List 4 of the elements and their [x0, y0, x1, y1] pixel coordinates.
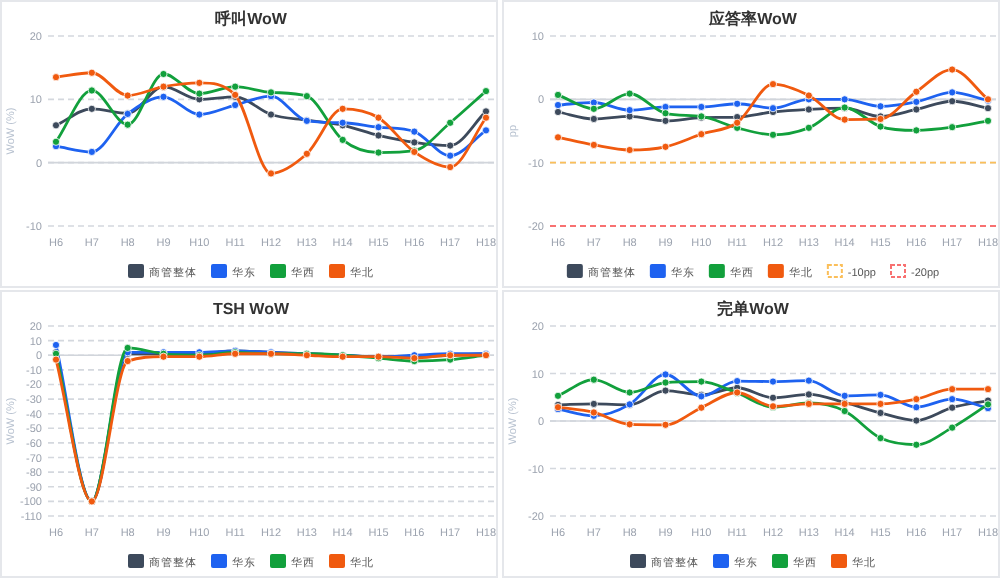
chart-title: 呼叫WoW: [215, 10, 288, 28]
chart-title: 完单WoW: [717, 298, 790, 318]
chart-title: TSH WoW: [212, 300, 290, 318]
chart-title: 应答率WoW: [707, 8, 798, 28]
